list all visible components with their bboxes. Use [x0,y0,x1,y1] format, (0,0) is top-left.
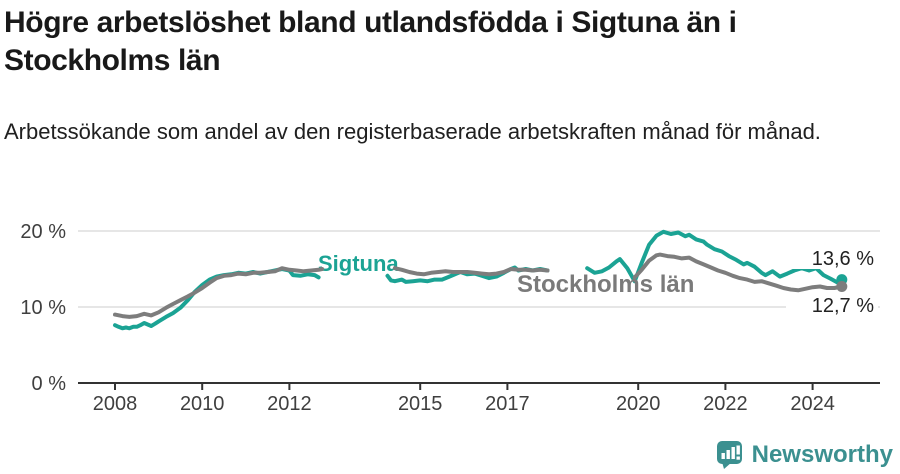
series-label: Stockholms län [517,271,694,298]
x-tick-label: 2020 [616,393,661,415]
line-chart: 0 % 10 % 20 % 2008 2010 2012 2015 2017 2020 2022 2… [0,205,900,445]
end-value-label: 13,6 % [812,248,874,270]
x-tick-label: 2010 [180,393,225,415]
y-tick-label: 0 % [32,373,67,395]
x-tick-label: 2022 [703,393,748,415]
y-tick-label: 20 % [20,221,66,243]
newsworthy-bubble-bar-chart-icon [716,441,742,469]
newsworthy-wordmark: Newsworthy [751,441,893,468]
chart-title: Högre arbetslöshet bland utlandsfödda i … [4,6,737,77]
series-line-stockholms-l-n [113,266,325,319]
series-end-dot [836,280,848,292]
end-label-backing [786,248,878,269]
x-tick-label: 2008 [93,393,138,415]
end-value-label: 12,7 % [812,295,874,317]
y-tick-label: 10 % [20,297,66,319]
x-tick-label: 2012 [267,393,312,415]
newsworthy-branding: Newsworthy [716,440,893,470]
x-tick-label: 2024 [790,393,835,415]
chart-subtitle: Arbetssökande som andel av den registerb… [4,119,821,144]
series-line-stockholms-l-n [392,266,550,277]
end-label-backing [786,295,878,316]
line-chart-canvas: 0 % 10 % 20 % 2008 2010 2012 2015 2017 2020 2022 2… [20,221,880,415]
x-tick-label: 2017 [485,393,530,415]
x-tick-label: 2015 [398,393,443,415]
series-label: Sigtuna [318,251,399,276]
series-line-stockholms-l-n [632,252,844,293]
